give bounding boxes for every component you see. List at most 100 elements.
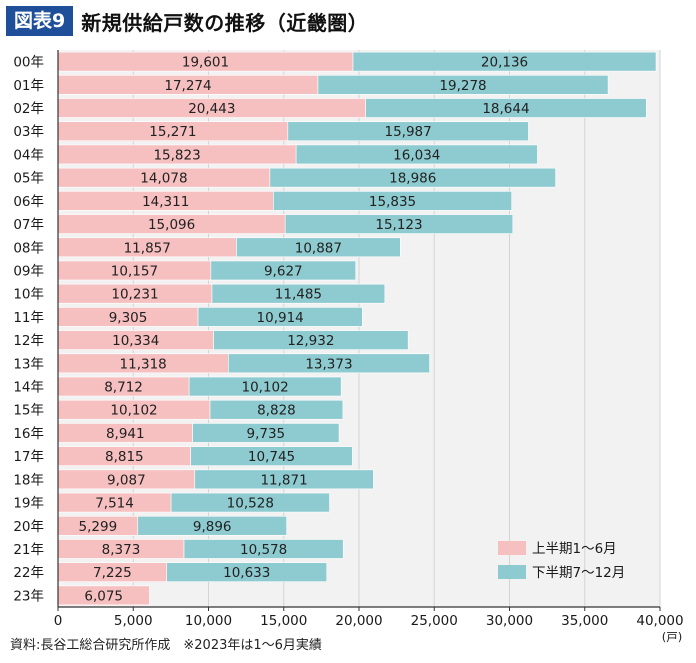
data-label: 19,278 [439,78,486,94]
category-label: 23年 [13,588,44,604]
x-tick-label: 30,000 [486,613,533,629]
category-label: 10年 [13,287,44,303]
bar-second-half [211,283,386,304]
data-label: 12,932 [287,333,334,349]
data-label: 8,941 [106,426,145,442]
legend-swatch [498,565,526,579]
data-label: 18,644 [482,101,529,117]
bar-second-half [295,144,538,165]
category-label: 09年 [13,263,44,279]
data-label: 8,712 [104,380,143,396]
data-label: 10,334 [112,333,159,349]
bar-second-half [188,376,342,397]
category-label: 00年 [13,55,44,71]
data-label: 9,896 [193,519,232,535]
x-tick-label: 40,000 [636,613,683,629]
data-label: 10,578 [240,542,287,558]
bar-second-half [228,353,430,374]
x-tick-label: 0 [54,613,63,629]
data-label: 10,102 [242,380,289,396]
bar-second-half [213,330,409,350]
x-tick-label: 20,000 [335,613,382,629]
category-label: 21年 [13,542,44,558]
data-label: 10,231 [111,287,158,303]
data-label: 15,123 [375,217,422,233]
bar-second-half [209,399,344,420]
data-label: 7,514 [95,496,134,512]
data-label: 10,745 [248,449,295,465]
data-label: 17,274 [164,78,211,94]
bar-second-half [197,307,363,327]
category-label: 06年 [13,194,44,210]
data-label: 10,914 [257,310,304,326]
category-label: 02年 [13,101,44,117]
category-label: 13年 [13,356,44,372]
x-tick-label: 15,000 [260,613,307,629]
category-label: 15年 [13,403,44,419]
bar-second-half [194,469,374,490]
bar-second-half [352,51,657,72]
category-label: 07年 [13,217,44,233]
category-label: 17年 [13,449,44,465]
bar-second-half [183,539,344,559]
bar-second-half [166,562,328,582]
legend-swatch [498,541,526,555]
category-label: 20年 [13,519,44,535]
data-label: 19,601 [182,55,229,71]
data-label: 15,096 [148,217,195,233]
figure-number-badge: 図表9 [6,6,74,36]
data-label: 14,078 [140,171,187,187]
category-label: 19年 [13,496,44,512]
data-label: 9,735 [246,426,285,442]
data-label: 8,828 [257,403,296,419]
category-label: 01年 [13,78,44,94]
data-label: 11,318 [120,356,167,372]
category-label: 18年 [13,472,44,488]
category-label: 14年 [13,380,44,396]
data-label: 15,987 [385,124,432,140]
bar-second-half [192,423,340,443]
data-label: 11,857 [124,240,171,256]
data-label: 10,633 [223,565,270,581]
data-label: 8,373 [102,542,141,558]
data-label: 10,528 [227,496,274,512]
bar-second-half [170,492,330,513]
category-label: 08年 [13,240,44,256]
legend-label: 下半期7〜12月 [532,565,625,581]
category-label: 04年 [13,147,44,163]
bar-second-half [287,121,529,142]
legend-label: 上半期1〜6月 [532,541,617,557]
data-label: 8,815 [105,449,144,465]
category-label: 11年 [13,310,44,326]
data-label: 11,871 [260,472,307,488]
data-label: 10,102 [110,403,157,419]
data-label: 10,157 [111,263,158,279]
data-label: 13,373 [305,356,352,372]
x-tick-label: 5,000 [114,613,153,629]
data-label: 14,311 [142,194,189,210]
bar-second-half [273,191,512,211]
data-label: 16,034 [393,147,440,163]
data-label: 15,823 [153,147,200,163]
bar-second-half [190,446,353,466]
data-label: 9,305 [109,310,148,326]
x-tick-label: 10,000 [185,613,232,629]
category-label: 22年 [13,565,44,581]
data-label: 20,136 [481,55,528,71]
category-label: 16年 [13,426,44,442]
data-label: 7,225 [93,565,132,581]
x-tick-label: 25,000 [411,613,458,629]
bar-second-half [269,167,556,188]
bar-second-half [236,237,401,258]
data-label: 6,075 [84,588,123,604]
data-label: 20,443 [188,101,235,117]
chart-title: 図表9 新規供給戸数の推移（近畿圏） [6,6,368,36]
bar-second-half [284,214,514,234]
category-label: 05年 [13,171,44,187]
bar-second-half [317,75,609,95]
x-tick-label: 35,000 [561,613,608,629]
bar-second-half [210,260,357,281]
data-label: 18,986 [389,171,436,187]
data-label: 10,887 [295,240,342,256]
